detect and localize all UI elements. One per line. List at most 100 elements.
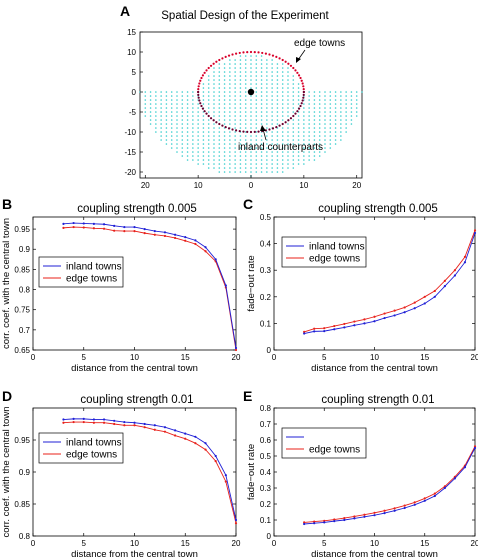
town-dot	[234, 115, 236, 117]
town-dot	[165, 103, 168, 105]
inland-series-line	[63, 418, 237, 521]
town-dot	[144, 99, 147, 101]
town-dot	[266, 163, 268, 165]
town-dot	[313, 107, 316, 109]
town-dot	[207, 107, 210, 109]
town-dot	[197, 151, 199, 153]
town-dot	[207, 111, 210, 113]
town-dot	[255, 107, 258, 109]
town-dot	[229, 71, 231, 73]
town-dot	[266, 87, 268, 89]
town-dot	[160, 99, 162, 101]
town-dot	[266, 139, 268, 141]
town-dot	[281, 139, 284, 141]
inland-town-dot	[297, 107, 301, 110]
panel-label-a: A	[120, 3, 130, 19]
town-dot	[260, 155, 263, 157]
town-dot	[229, 123, 231, 125]
town-dot	[345, 91, 347, 93]
inland-town-dot	[215, 121, 218, 124]
panel-b-ytick-label: 0.8	[19, 286, 31, 295]
panel-e-xtick-label: 15	[420, 539, 429, 548]
town-dot	[218, 119, 221, 121]
town-dot	[260, 111, 263, 113]
panel-a-ytick-label: 10	[127, 48, 136, 57]
town-dot	[213, 163, 215, 165]
town-dot	[176, 95, 178, 97]
town-dot	[255, 91, 258, 93]
town-dot	[176, 135, 178, 137]
town-dot	[218, 167, 221, 169]
town-dot	[218, 163, 221, 165]
panel-d-ytick-label: 0.85	[14, 500, 30, 509]
inland-series-point	[453, 477, 456, 480]
town-dot	[207, 151, 210, 153]
town-dot	[197, 139, 199, 141]
town-dot	[250, 171, 252, 173]
inland-series-point	[113, 224, 116, 227]
town-dot	[350, 111, 353, 113]
town-dot	[181, 111, 184, 113]
edge-town-dot	[197, 85, 200, 88]
inland-town-dot	[302, 96, 305, 99]
town-dot	[239, 83, 242, 85]
town-dot	[281, 111, 284, 113]
town-dot	[197, 107, 199, 109]
town-dot	[292, 79, 295, 81]
town-dot	[155, 115, 157, 117]
edge-annotation: edge towns	[294, 38, 345, 63]
town-dot	[234, 63, 236, 65]
town-dot	[244, 103, 247, 105]
town-dot	[160, 131, 162, 133]
town-dot	[266, 115, 268, 117]
town-dot	[292, 87, 295, 89]
town-dot	[160, 119, 162, 121]
town-dot	[244, 63, 247, 65]
town-dot	[160, 139, 162, 141]
town-dot	[297, 123, 300, 125]
town-dot	[144, 107, 147, 109]
town-dot	[239, 95, 242, 97]
town-dot	[255, 131, 258, 133]
town-dot	[266, 155, 268, 157]
town-dot	[297, 83, 300, 85]
edge-town-dot	[257, 51, 260, 54]
edge-town-dot	[284, 60, 287, 63]
town-dot	[340, 131, 342, 133]
town-dot	[260, 103, 263, 105]
town-dot	[239, 143, 242, 145]
town-dot	[213, 83, 215, 85]
town-dot	[324, 111, 326, 113]
panel-e-xtick-label: 20	[471, 539, 478, 548]
town-dot	[186, 155, 189, 157]
town-dot	[223, 67, 226, 69]
edge-series-point	[174, 434, 177, 437]
town-dot	[324, 103, 326, 105]
town-dot	[239, 75, 242, 77]
town-dot	[250, 107, 252, 109]
town-dot	[165, 119, 168, 121]
town-dot	[181, 99, 184, 101]
panel-b-ytick-label: 0.65	[14, 346, 30, 355]
town-dot	[303, 159, 305, 161]
town-dot	[329, 107, 332, 109]
edge-series-point	[363, 513, 366, 516]
town-dot	[218, 115, 221, 117]
town-dot	[186, 159, 189, 161]
town-dot	[160, 115, 162, 117]
town-dot	[155, 103, 157, 105]
town-dot	[287, 139, 289, 141]
town-dot	[340, 135, 342, 137]
town-dot	[334, 139, 337, 141]
edge-series-point	[62, 421, 65, 424]
town-dot	[329, 115, 332, 117]
town-dot	[229, 115, 231, 117]
panel-c-ytick-label: 0.4	[260, 240, 272, 249]
town-dot	[229, 159, 231, 161]
town-dot	[170, 91, 173, 93]
town-dot	[234, 107, 236, 109]
town-dot	[223, 167, 226, 169]
town-dot	[234, 75, 236, 77]
panel-d-frame	[32, 407, 237, 537]
town-dot	[281, 63, 284, 65]
